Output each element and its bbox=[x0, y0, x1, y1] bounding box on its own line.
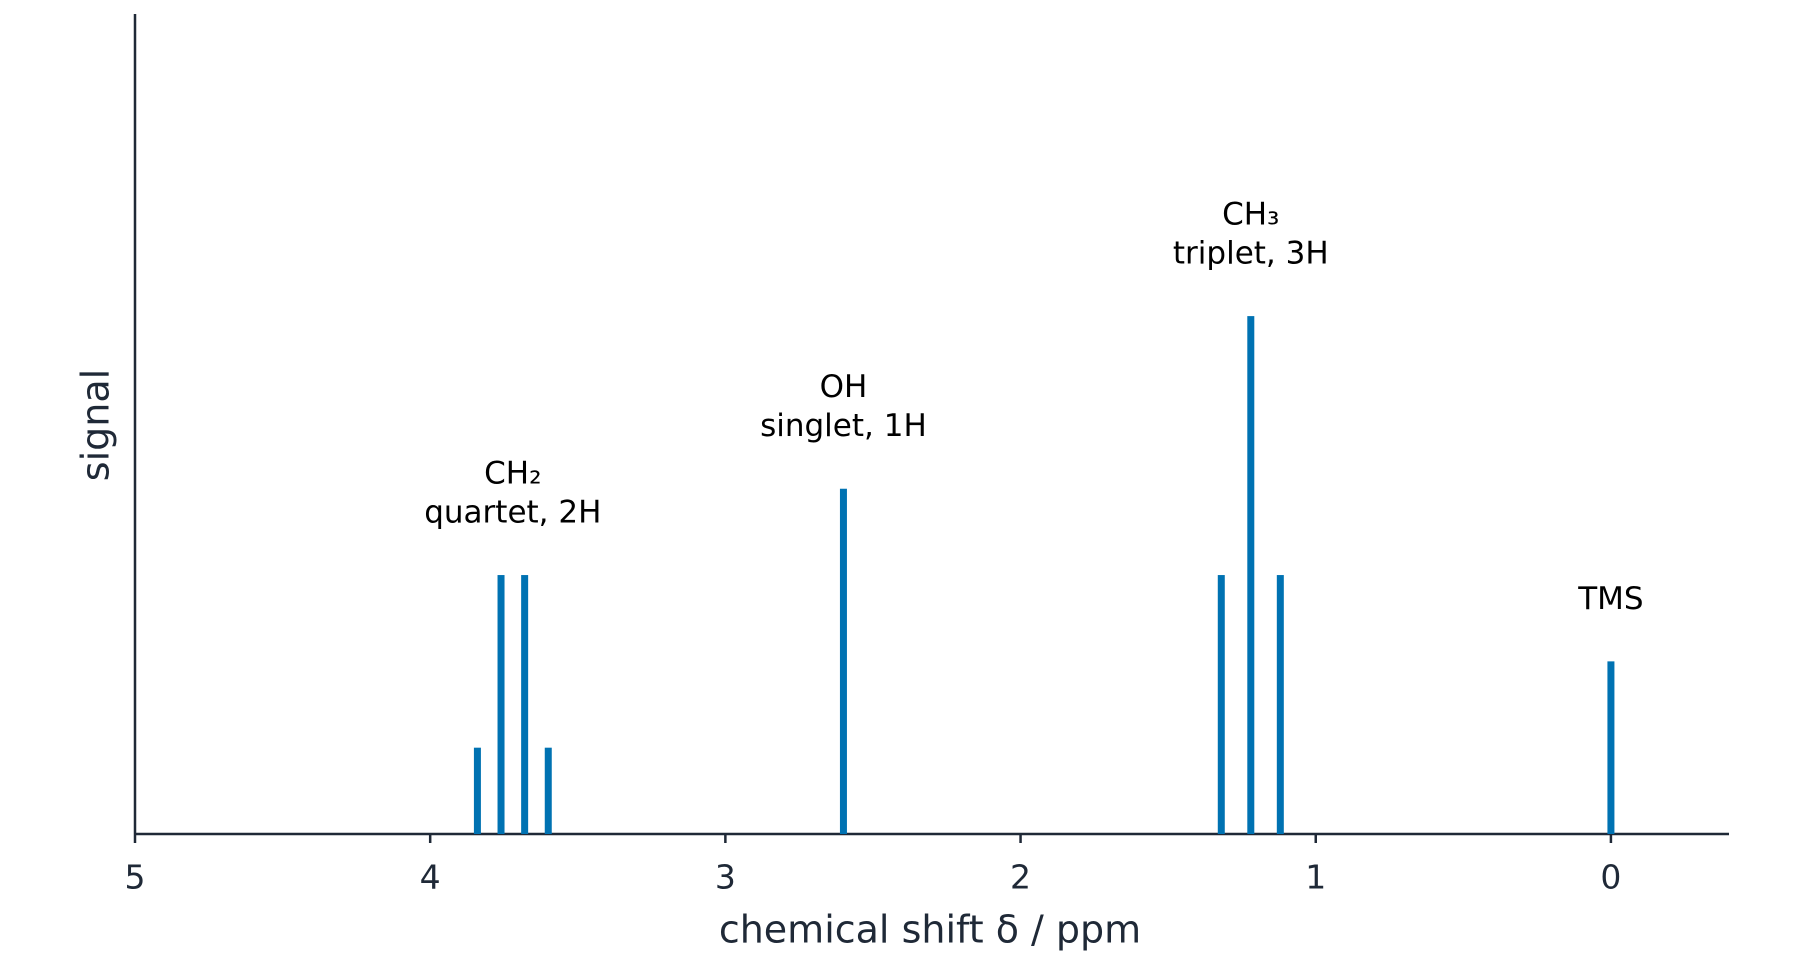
peak bbox=[1217, 575, 1225, 834]
x-tick-label: 1 bbox=[1305, 858, 1326, 897]
peak bbox=[473, 747, 481, 834]
annotation-detail: singlet, 1H bbox=[760, 408, 927, 444]
peak bbox=[544, 747, 552, 834]
annotation-label: CH₂ bbox=[484, 456, 541, 492]
x-axis-label: chemical shift δ / ppm bbox=[719, 908, 1141, 952]
peak bbox=[1607, 661, 1615, 834]
y-axis-label: signal bbox=[74, 369, 118, 481]
peak bbox=[1276, 575, 1284, 834]
x-tick-label: 3 bbox=[715, 858, 736, 897]
x-tick-label: 5 bbox=[125, 858, 146, 897]
x-tick-label: 4 bbox=[420, 858, 441, 897]
peak bbox=[521, 575, 529, 834]
x-tick-label: 2 bbox=[1010, 858, 1031, 897]
peak bbox=[839, 488, 847, 834]
annotation-label: OH bbox=[820, 369, 868, 405]
annotation-detail: triplet, 3H bbox=[1173, 236, 1329, 272]
x-tick-label: 0 bbox=[1600, 858, 1621, 897]
annotation-label: TMS bbox=[1577, 581, 1643, 617]
peak bbox=[497, 575, 505, 834]
annotation-detail: quartet, 2H bbox=[424, 495, 601, 531]
peak bbox=[1247, 316, 1255, 835]
annotation-label: CH₃ bbox=[1222, 197, 1279, 233]
